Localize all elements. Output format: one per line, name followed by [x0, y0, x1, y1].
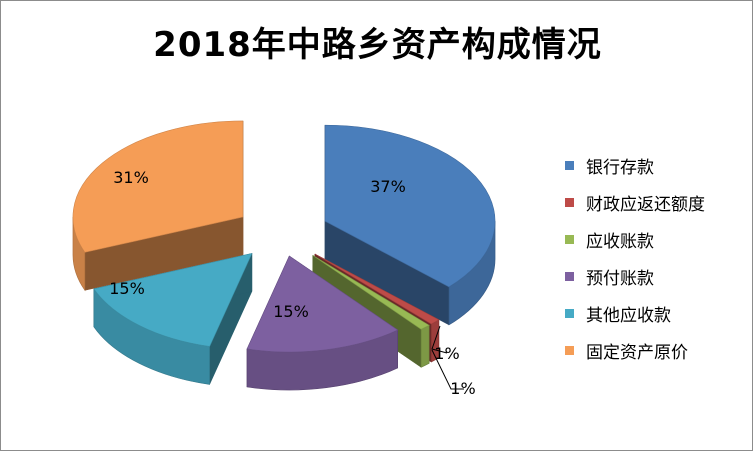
slice-1-top — [324, 124, 496, 288]
slice-2-top — [314, 253, 440, 325]
data-label-3: 1% — [450, 379, 475, 398]
legend-item-2: 财政应返还额度 — [565, 184, 705, 221]
legend-swatch-5 — [565, 309, 574, 318]
pie-slice-5 — [93, 253, 253, 385]
legend-label-6: 固定资产原价 — [586, 343, 688, 363]
pie-slice-1 — [324, 124, 496, 326]
pie-slice-4 — [246, 255, 399, 391]
legend-swatch-3 — [565, 235, 574, 244]
slice-4-top — [246, 255, 399, 353]
slice-3-side — [420, 324, 430, 368]
legend-label-5: 其他应收款 — [586, 306, 671, 326]
slice-3-top — [312, 255, 430, 330]
legend-swatch-6 — [565, 346, 574, 355]
data-label-2: 1% — [434, 344, 459, 363]
legend-item-1: 银行存款 — [565, 147, 705, 184]
chart-legend: 银行存款财政应返还额度 应收账款预付账款其他应收款固定资产原价 — [565, 147, 705, 369]
leader-line-2 — [431, 325, 448, 354]
legend-label-1: 银行存款 — [586, 158, 654, 178]
leader-line-3 — [431, 349, 464, 390]
pie-slice-6 — [72, 120, 244, 292]
data-label-1: 37% — [370, 177, 406, 196]
legend-item-4: 预付账款 — [565, 258, 705, 295]
legend-swatch-2 — [565, 198, 574, 207]
legend-label-2: 财政应返还额度 — [586, 195, 705, 215]
legend-swatch-4 — [565, 272, 574, 281]
data-label-6: 31% — [113, 168, 149, 187]
legend-item-3: 应收账款 — [565, 221, 705, 258]
chart-title: 2018年中路乡资产构成情况 — [153, 25, 602, 65]
data-label-4: 15% — [273, 302, 309, 321]
legend-label-4: 预付账款 — [586, 269, 654, 289]
slice-6-top — [72, 120, 244, 253]
data-label-5: 15% — [109, 279, 145, 298]
legend-item-5: 其他应收款 — [565, 295, 705, 332]
legend-item-6: 固定资产原价 — [565, 332, 705, 369]
legend-label-3: 应收账款 — [586, 232, 654, 252]
slice-5-top — [93, 253, 253, 347]
legend-swatch-1 — [565, 161, 574, 170]
